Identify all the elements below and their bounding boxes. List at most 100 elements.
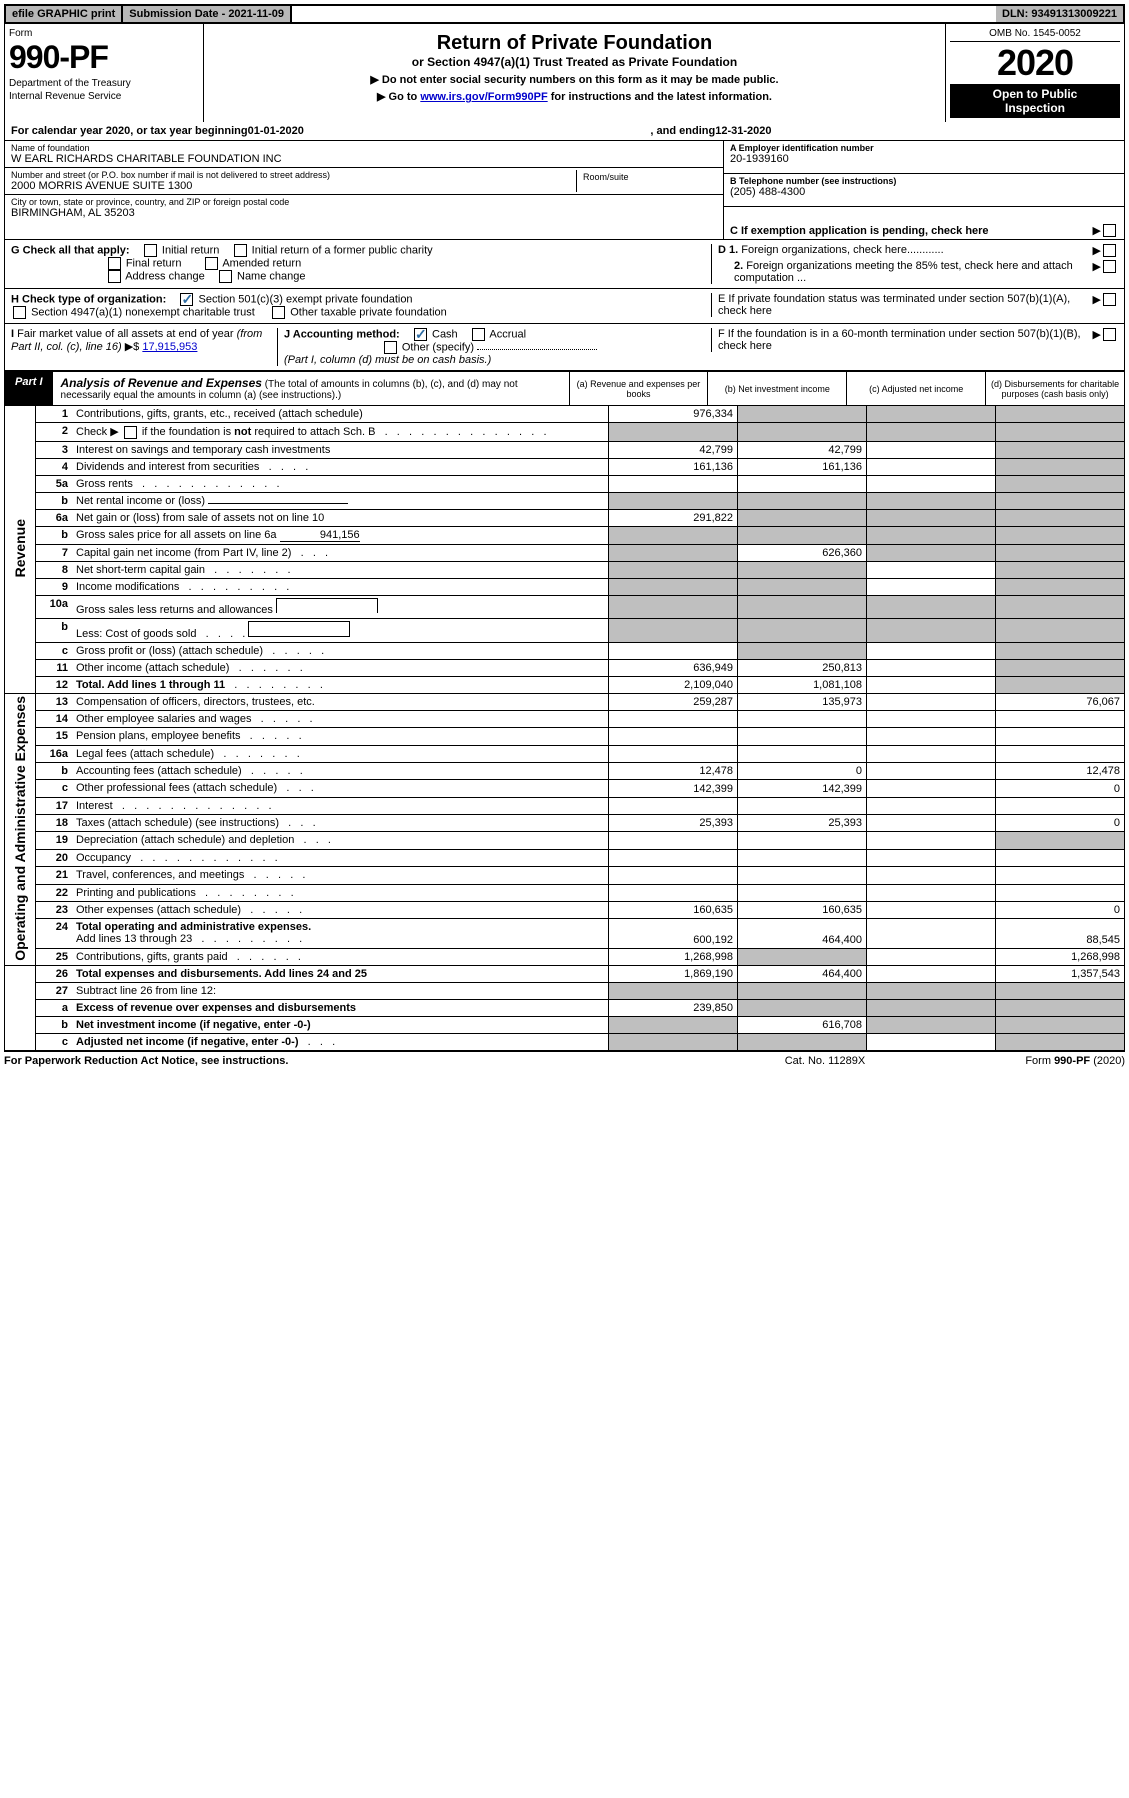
row-16b: b Accounting fees (attach schedule) . . … [5, 763, 1125, 780]
e-checkbox[interactable] [1103, 293, 1116, 306]
j-accrual-checkbox[interactable] [472, 328, 485, 341]
foundation-name-cell: Name of foundation W EARL RICHARDS CHARI… [5, 141, 723, 168]
r7-d [996, 544, 1125, 561]
cal-mid: , and ending [650, 125, 715, 137]
revenue-vlabel: Revenue [5, 406, 36, 693]
r14-b [738, 710, 867, 727]
r25-desc: Contributions, gifts, grants paid . . . … [72, 948, 609, 965]
addr-label: Number and street (or P.O. box number if… [11, 170, 576, 180]
r1-num: 1 [36, 406, 73, 423]
r23-desc: Other expenses (attach schedule) . . . .… [72, 901, 609, 918]
h-opt-4947: Section 4947(a)(1) nonexempt charitable … [31, 306, 255, 318]
r19-desc: Depreciation (attach schedule) and deple… [72, 832, 609, 849]
r4-b: 161,136 [738, 458, 867, 475]
r10a-d [996, 595, 1125, 618]
top-bar: efile GRAPHIC print Submission Date - 20… [4, 4, 1125, 24]
part1-title: Analysis of Revenue and Expenses [61, 376, 262, 390]
form-word: Form [9, 28, 199, 39]
j-cash-checkbox[interactable] [414, 328, 427, 341]
room-label: Room/suite [577, 170, 717, 184]
r20-desc: Occupancy . . . . . . . . . . . . [72, 849, 609, 866]
r13-num: 13 [36, 693, 73, 710]
cal-begin: 01-01-2020 [248, 125, 304, 137]
r5b-b [738, 492, 867, 509]
r7-c [867, 544, 996, 561]
r24-b: 464,400 [738, 919, 867, 949]
f-section: F If the foundation is in a 60-month ter… [711, 328, 1118, 352]
r15-num: 15 [36, 728, 73, 745]
g-initial-former-checkbox[interactable] [234, 244, 247, 257]
r2-checkbox[interactable] [124, 426, 137, 439]
bottom-vlabel [5, 966, 36, 1052]
r27-c [867, 983, 996, 1000]
row-3: 3 Interest on savings and temporary cash… [5, 441, 1125, 458]
r6b-desc: Gross sales price for all assets on line… [72, 526, 609, 544]
c-checkbox[interactable] [1103, 224, 1116, 237]
r16a-d [996, 745, 1125, 762]
h-501c3-checkbox[interactable] [180, 293, 193, 306]
g-final-checkbox[interactable] [108, 257, 121, 270]
row-27a: a Excess of revenue over expenses and di… [5, 1000, 1125, 1017]
h-opt-other: Other taxable private foundation [290, 306, 447, 318]
r6b-b [738, 526, 867, 544]
header-right: OMB No. 1545-0052 2020 Open to Public In… [946, 24, 1124, 122]
d2-checkbox[interactable] [1103, 260, 1116, 273]
r4-num: 4 [36, 458, 73, 475]
j-section: J Accounting method: Cash Accrual Other … [278, 328, 717, 366]
r3-c [867, 441, 996, 458]
f-checkbox[interactable] [1103, 328, 1116, 341]
r27c-num: c [36, 1034, 73, 1052]
r14-c [867, 710, 996, 727]
note2-post: for instructions and the latest informat… [548, 91, 772, 103]
r8-c [867, 561, 996, 578]
h-4947-checkbox[interactable] [13, 306, 26, 319]
g-opt-former: Initial return of a former public charit… [252, 244, 433, 256]
efile-label: efile GRAPHIC print [6, 6, 123, 22]
r5a-d [996, 475, 1125, 492]
r20-b [738, 849, 867, 866]
r6b-num: b [36, 526, 73, 544]
r25-a: 1,268,998 [609, 948, 738, 965]
row-15: 15 Pension plans, employee benefits . . … [5, 728, 1125, 745]
form-header: Form 990-PF Department of the Treasury I… [4, 24, 1125, 122]
r8-desc: Net short-term capital gain . . . . . . … [72, 561, 609, 578]
r16b-d: 12,478 [996, 763, 1125, 780]
row-27b: b Net investment income (if negative, en… [5, 1017, 1125, 1034]
h-other-checkbox[interactable] [272, 306, 285, 319]
g-amended-checkbox[interactable] [205, 257, 218, 270]
r19-c [867, 832, 996, 849]
g-name-checkbox[interactable] [219, 270, 232, 283]
phone-label: B Telephone number (see instructions) [730, 176, 1118, 186]
g-address-checkbox[interactable] [108, 270, 121, 283]
r24-c [867, 919, 996, 949]
g-opt-final: Final return [126, 257, 182, 269]
row-24: 24 Total operating and administrative ex… [5, 919, 1125, 949]
instructions-link[interactable]: www.irs.gov/Form990PF [420, 91, 547, 103]
r9-num: 9 [36, 578, 73, 595]
row-4: 4 Dividends and interest from securities… [5, 458, 1125, 475]
r16c-b: 142,399 [738, 780, 867, 797]
r27b-desc: Net investment income (if negative, ente… [72, 1017, 609, 1034]
r3-d [996, 441, 1125, 458]
g-initial-checkbox[interactable] [144, 244, 157, 257]
r25-num: 25 [36, 948, 73, 965]
j-other-checkbox[interactable] [384, 341, 397, 354]
r24-desc: Total operating and administrative expen… [72, 919, 609, 949]
i-fmv-value[interactable]: 17,915,953 [142, 341, 197, 353]
form-note-ssn: ▶ Do not enter social security numbers o… [210, 73, 939, 86]
r26-b: 464,400 [738, 966, 867, 983]
r26-desc: Total expenses and disbursements. Add li… [72, 966, 609, 983]
d1-checkbox[interactable] [1103, 244, 1116, 257]
r15-d [996, 728, 1125, 745]
r9-c [867, 578, 996, 595]
form-number: 990-PF [9, 39, 199, 76]
r22-b [738, 884, 867, 901]
r11-b: 250,813 [738, 659, 867, 676]
j-accrual: Accrual [489, 328, 526, 340]
r20-a [609, 849, 738, 866]
r27-a [609, 983, 738, 1000]
row-20: 20 Occupancy . . . . . . . . . . . . [5, 849, 1125, 866]
r19-d [996, 832, 1125, 849]
r20-d [996, 849, 1125, 866]
r5b-num: b [36, 492, 73, 509]
